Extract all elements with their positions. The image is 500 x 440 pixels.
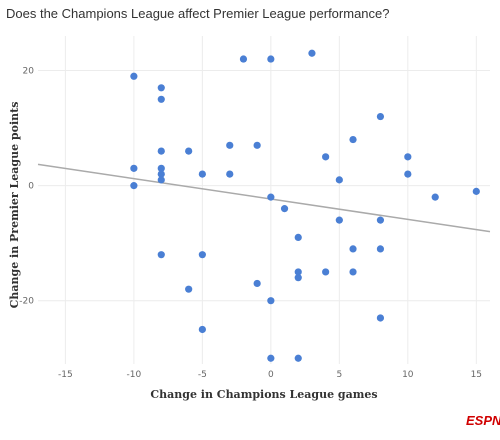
data-point	[198, 251, 206, 259]
data-point	[349, 135, 357, 144]
data-point	[294, 354, 302, 362]
data-points	[130, 49, 480, 362]
grid-lines	[38, 36, 490, 364]
data-point	[267, 193, 275, 201]
data-point	[157, 176, 165, 184]
data-point	[253, 279, 261, 288]
chart-title: Does the Champions League affect Premier…	[6, 6, 390, 21]
x-tick-labels: -15 -10 -5 0 5 10 15	[58, 370, 482, 380]
data-point	[267, 55, 275, 63]
x-tick-label: 5	[336, 370, 342, 380]
data-point	[130, 182, 138, 190]
data-point	[198, 325, 206, 334]
data-point	[239, 55, 248, 63]
data-point	[130, 164, 138, 172]
data-point	[335, 216, 343, 224]
data-point	[404, 170, 412, 178]
data-point	[322, 268, 330, 276]
data-point	[376, 314, 385, 322]
x-tick-label: -10	[127, 370, 142, 380]
data-point	[185, 285, 193, 293]
data-point	[198, 170, 206, 178]
x-tick-label: 0	[268, 370, 274, 380]
data-point	[157, 164, 165, 172]
data-point	[308, 49, 316, 57]
data-point	[157, 251, 165, 259]
data-point	[335, 176, 343, 184]
data-point	[185, 147, 193, 155]
y-tick-label: 20	[23, 67, 35, 77]
data-point	[157, 170, 165, 178]
data-point	[294, 268, 302, 276]
data-point	[157, 95, 165, 103]
y-tick-label: -20	[19, 297, 34, 307]
data-point	[157, 147, 165, 155]
data-point	[267, 354, 275, 362]
y-axis-title: Change in Premier League points	[8, 102, 21, 309]
data-point	[294, 274, 302, 282]
data-point	[431, 193, 439, 201]
data-point	[349, 268, 357, 276]
x-tick-label: -5	[198, 370, 207, 380]
data-point	[130, 72, 138, 80]
data-point	[472, 187, 480, 195]
data-point	[226, 170, 234, 178]
data-point	[280, 205, 289, 213]
data-point	[322, 153, 330, 161]
data-point	[376, 245, 385, 253]
data-point	[157, 84, 165, 92]
x-tick-label: 10	[402, 370, 414, 380]
data-point	[294, 233, 302, 242]
data-point	[267, 297, 275, 305]
data-point	[376, 112, 385, 121]
espn-logo: ESPN	[466, 413, 500, 428]
y-tick-labels: 20 0 -20	[19, 67, 34, 307]
data-point	[226, 141, 234, 149]
trend-line	[37, 163, 491, 233]
x-tick-label: -15	[58, 370, 73, 380]
data-point	[349, 245, 357, 253]
x-axis-title: Change in Champions League games	[150, 388, 377, 401]
data-point	[404, 153, 412, 161]
data-point	[376, 216, 385, 224]
x-tick-label: 15	[471, 370, 482, 380]
y-tick-label: 0	[28, 182, 34, 192]
data-point	[253, 141, 261, 149]
